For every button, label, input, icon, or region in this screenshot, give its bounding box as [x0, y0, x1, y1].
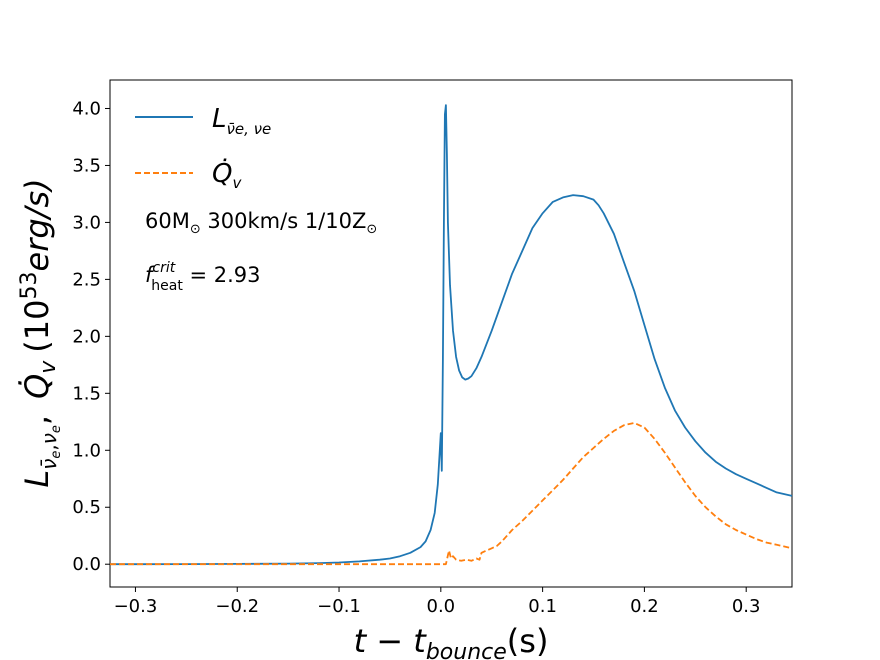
x-tick-label: 0.1	[528, 596, 557, 617]
series-line-q-v	[110, 421, 793, 566]
plot-area	[109, 79, 793, 588]
y-tick-label: 2.5	[72, 269, 101, 290]
x-axis-label: t − tbounce(s)	[354, 622, 549, 660]
legend: Lν̄e, νe Q̇v	[135, 104, 271, 192]
annotation-fheat: fcrit heat = 2.93	[145, 260, 261, 294]
series-line-l-nue	[110, 104, 793, 566]
y-tick-label: 4.0	[72, 98, 101, 119]
annotation-model: 60M⊙ 300km/s 1/10Z⊙	[145, 209, 377, 237]
x-axis-ticks: −0.3 −0.2 −0.1 0.0 0.1 0.2 0.3	[114, 587, 761, 617]
x-tick-label: −0.1	[317, 596, 361, 617]
x-tick-label: 0.3	[732, 596, 761, 617]
y-tick-label: 1.0	[72, 440, 101, 461]
y-tick-label: 0.5	[72, 497, 101, 518]
y-tick-label: 3.5	[72, 155, 101, 176]
series-group	[110, 104, 793, 566]
y-axis-ticks: 0.0 0.5 1.0 1.5 2.0 2.5 3.0 3.5 4.0	[72, 98, 110, 575]
y-tick-label: 3.0	[72, 212, 101, 233]
x-tick-label: −0.2	[215, 596, 259, 617]
x-tick-label: 0.0	[427, 596, 456, 617]
x-tick-label: −0.3	[114, 596, 158, 617]
y-tick-label: 2.0	[72, 326, 101, 347]
y-axis-label: Lν̄e,νe,Q̇v(1053erg/s)	[17, 178, 64, 487]
y-tick-label: 0.0	[72, 554, 101, 575]
x-tick-label: 0.2	[630, 596, 659, 617]
legend-label-lnue: Lν̄e, νe	[212, 104, 271, 138]
y-tick-label: 1.5	[72, 383, 101, 404]
legend-label-qdot: Q̇v	[212, 157, 242, 192]
